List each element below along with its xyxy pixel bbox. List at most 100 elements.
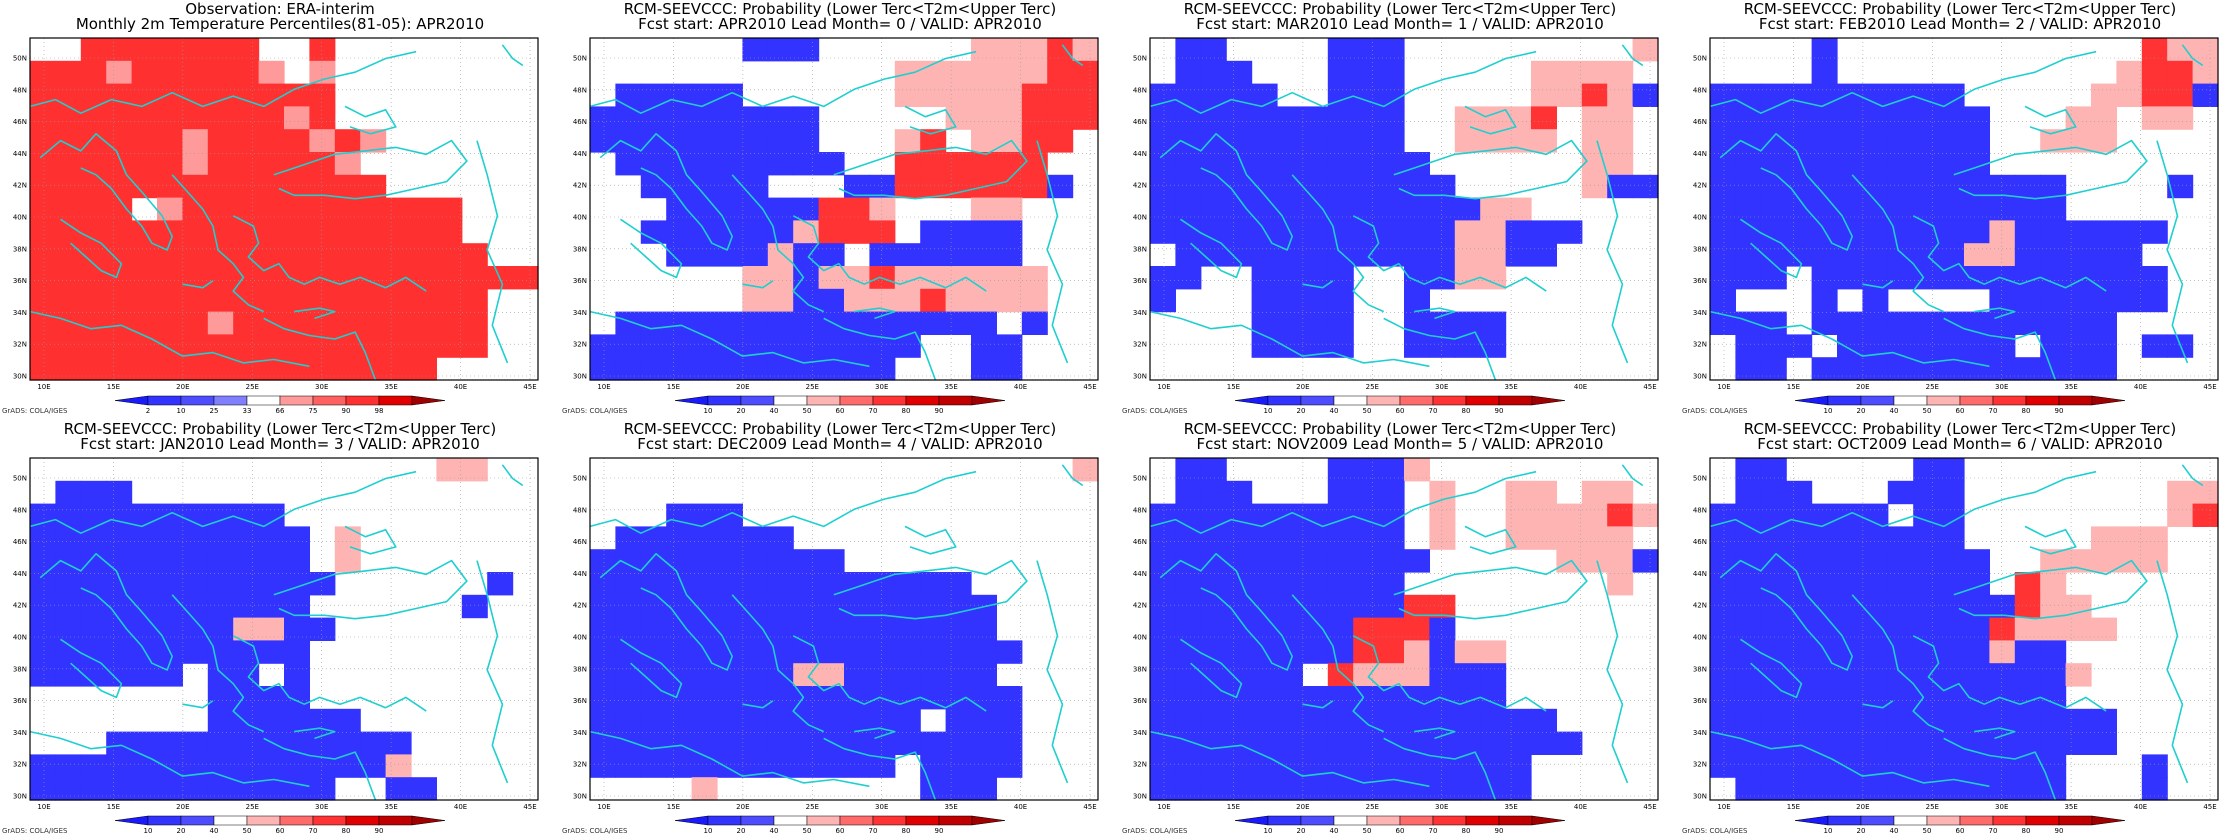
panel-subtitle: Fcst start: NOV2009 Lead Month= 5 / VALI… <box>1196 435 1604 453</box>
grid-cell <box>207 594 234 619</box>
grid-cell <box>182 152 209 176</box>
grid-cell <box>615 129 642 153</box>
grid-cell <box>844 617 870 641</box>
grid-cell <box>2141 549 2168 573</box>
grid-cell <box>1404 174 1430 199</box>
coastline <box>792 215 987 292</box>
grid-cell <box>2065 243 2092 267</box>
grid-cell <box>1277 549 1303 573</box>
map-frame <box>589 37 1099 381</box>
grid-cell <box>258 754 285 778</box>
grid-cell <box>1150 106 1176 130</box>
grid-cell <box>666 334 693 358</box>
lon-tick-label: 30E <box>1435 383 1448 391</box>
grid-cell <box>1505 106 1532 130</box>
lat-tick-label: 48N <box>573 506 587 514</box>
colorbar-tick-label: 70 <box>869 407 878 415</box>
lat-tick-label: 50N <box>573 55 587 63</box>
colorbar-tick-label: 60 <box>1396 407 1405 415</box>
lat-tick-label: 34N <box>573 309 587 317</box>
colorbar-tick-label: 98 <box>375 407 384 415</box>
lat-tick-label: 32N <box>13 761 27 769</box>
grid-cell <box>2167 60 2194 85</box>
grid-cell <box>615 594 642 619</box>
grid-cell <box>1175 663 1202 687</box>
lat-tick-label: 36N <box>1133 697 1147 705</box>
map-frame <box>1709 37 2219 381</box>
grid-cell <box>1251 549 1278 573</box>
lon-tick-label: 20E <box>1296 803 1309 811</box>
coastline <box>1912 635 2107 712</box>
grid-cell <box>1429 640 1456 664</box>
grid-cell <box>1378 243 1405 267</box>
grid-cell <box>1175 617 1202 641</box>
grid-cell <box>106 640 133 664</box>
grid-cell <box>666 526 693 550</box>
grid-cell <box>1913 526 1940 550</box>
grid-cell <box>691 663 718 687</box>
grid-cell <box>971 243 997 267</box>
grid-cell <box>1811 731 1838 755</box>
grid-cell <box>1964 708 1990 733</box>
grid-cell <box>1964 220 1990 244</box>
grid-cell <box>1175 686 1202 710</box>
grid-cell <box>258 60 285 85</box>
grid-cell <box>1735 152 1762 176</box>
grid-cell <box>55 83 82 107</box>
grid-cell <box>436 311 463 335</box>
grid-cell <box>1150 288 1176 313</box>
grid-cell <box>1429 708 1456 733</box>
grid-cell <box>1760 594 1787 619</box>
grid-cell <box>1302 754 1329 778</box>
grid-cell <box>1989 174 2016 199</box>
grid-cell <box>1786 83 1813 107</box>
grid-cell <box>945 754 972 778</box>
grid-cell <box>80 38 107 62</box>
lon-tick-label: 20E <box>1856 383 1869 391</box>
grid-cell <box>2141 526 2168 550</box>
grid-cell <box>436 243 463 267</box>
grid-cell <box>590 731 616 755</box>
colorbar-swatch <box>378 815 413 826</box>
grid-cell <box>1353 152 1380 176</box>
colorbar-swatch <box>1300 395 1335 406</box>
colorbar-swatch <box>872 395 907 406</box>
coastline <box>904 105 957 135</box>
grid-cell <box>2040 731 2067 755</box>
coastline <box>2156 560 2189 784</box>
grid-cell <box>106 777 133 801</box>
grid-cell <box>1480 243 1507 267</box>
grid-cell <box>1404 617 1430 641</box>
grid-cell <box>2065 731 2092 755</box>
grid-cell <box>1710 686 1736 710</box>
grid-cell <box>55 480 82 505</box>
grid-cell <box>207 220 234 244</box>
colorbar-swatch <box>740 815 775 826</box>
grid-cell <box>1964 663 1990 687</box>
grid-cell <box>1862 106 1889 130</box>
lon-tick-label: 10E <box>597 383 610 391</box>
grid-cell <box>106 197 133 221</box>
grid-cell <box>1964 617 1990 641</box>
grid-cell <box>1531 220 1557 244</box>
colorbar-tick-label: 70 <box>309 827 318 835</box>
grid-cell <box>1531 106 1557 130</box>
grid-cell <box>1327 288 1354 313</box>
lat-tick-label: 48N <box>13 86 27 94</box>
grid-cell <box>2167 174 2194 199</box>
grid-cell <box>1811 754 1838 778</box>
grid-cell <box>945 594 972 619</box>
grid-cell <box>640 663 667 687</box>
grid-cell <box>1327 38 1354 62</box>
coastline <box>1291 174 1385 313</box>
grid-cell <box>1200 640 1227 664</box>
grid-cell <box>1531 731 1557 755</box>
grid-cell <box>818 152 845 176</box>
grid-cell <box>1226 60 1253 85</box>
grid-cell <box>666 152 693 176</box>
grid-cell <box>258 640 285 664</box>
colorbar-swatch <box>839 395 874 406</box>
lat-tick-label: 30N <box>13 373 27 381</box>
coastline <box>2181 464 2204 487</box>
grid-cell <box>1327 686 1354 710</box>
